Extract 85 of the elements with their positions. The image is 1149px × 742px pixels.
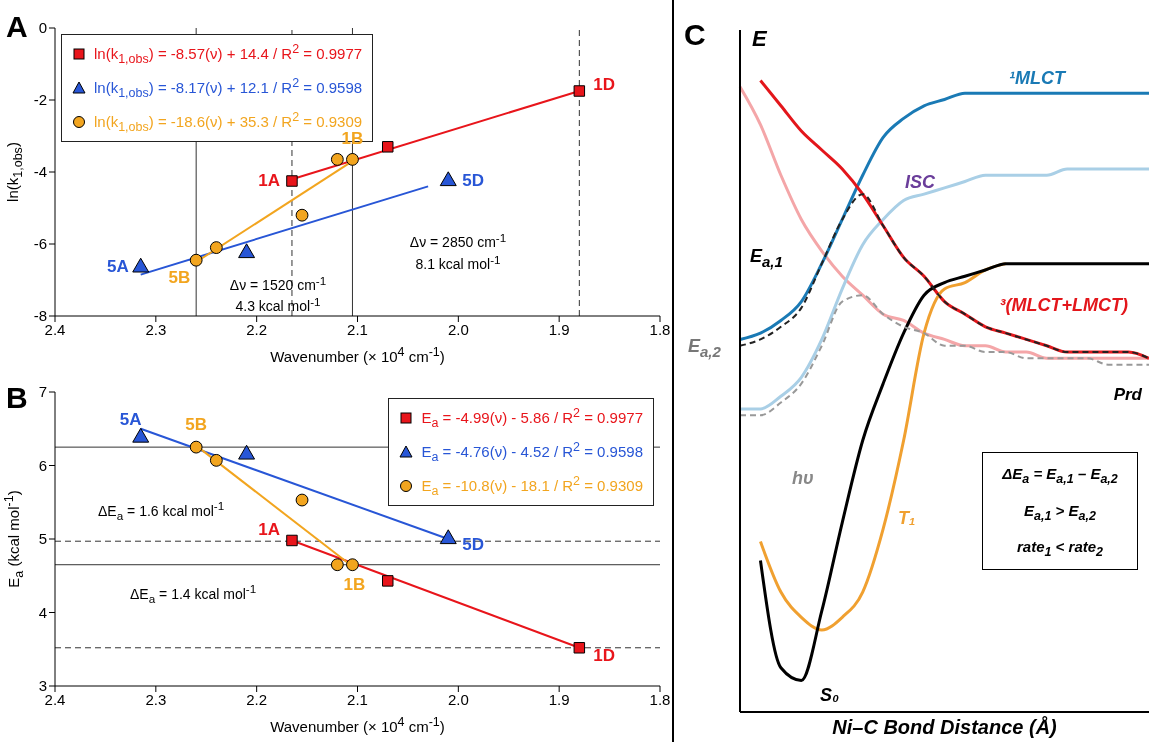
annotation: 4.3 kcal mol$^{-1}$ (235, 294, 321, 314)
annotation: 1A (258, 171, 280, 190)
y-tick-label: -8 (33, 307, 47, 325)
point (238, 243, 256, 259)
annotation: Prd (1113, 385, 1142, 404)
legend-label: ln(k$_{1,obs}$) = -8.57(ν) + 14.4 / R$^{2}$ = 0.9977 (94, 41, 363, 68)
series-label: ¹MLCT (1009, 67, 1065, 89)
x-tick-label: 2.0 (447, 320, 469, 338)
chart-title: B (6, 381, 28, 415)
x-tick-label: 2.4 (44, 320, 66, 338)
series-label: T₁ (898, 507, 916, 529)
annotation: ΔE$_{a}$ = 1.6 kcal mol$^{-1}$ (98, 498, 225, 522)
x-tick-label: 2.2 (246, 690, 268, 708)
x-tick-label: 2.1 (347, 320, 368, 338)
x-axis-title: Ni–C Bond Distance (Å) (832, 716, 1057, 738)
point (286, 534, 298, 547)
annotation: E$_{a,1}$ (750, 246, 783, 270)
annotation: 8.1 kcal mol$^{-1}$ (415, 252, 501, 272)
annotation: 1A (258, 520, 280, 540)
x-tick-label: 2.1 (347, 690, 368, 708)
annotation: 5D (462, 535, 484, 554)
x-tick-label: 2.4 (44, 690, 66, 708)
legend-label: E$_{a}$ = -4.76(ν) - 4.52 / R$^{2}$ = 0.9598 (421, 439, 643, 466)
x-tick-label: 2.0 (447, 690, 469, 708)
annotation: 5D (462, 171, 484, 190)
point (330, 152, 344, 166)
y-tick-label: 5 (38, 530, 47, 548)
x-axis-title: Wavenumber (× 10$^{4}$ cm$^{-1}$) (270, 345, 445, 365)
y-tick-label: 3 (38, 677, 47, 695)
point (286, 175, 298, 187)
y-tick-label: 6 (38, 456, 47, 474)
x-tick-label: 1.9 (548, 690, 570, 708)
point (295, 208, 309, 222)
point (573, 642, 586, 654)
x-tick-label: 2.2 (246, 320, 268, 338)
point (209, 453, 223, 467)
y-tick-label: 4 (38, 603, 47, 621)
annotation: 5A (106, 257, 129, 277)
point (439, 529, 457, 545)
annotation: 5A (119, 409, 142, 429)
point (295, 493, 309, 507)
annotation: ΔE$_{a}$ = E$_{a,1}$ – E$_{a,2}$ (1002, 464, 1118, 486)
annotation: 5B (185, 415, 208, 435)
annotation: rate$_{1}$ < rate$_{2}$ (1016, 537, 1104, 559)
point (346, 152, 359, 166)
x-axis-title: Wavenumber (× 10$^{4}$ cm$^{-1}$) (270, 715, 445, 735)
y-tick-label: -6 (33, 235, 47, 253)
legend-label: ln(k$_{1,obs}$) = -8.17(ν) + 12.1 / R$^{2}$ = 0.9598 (94, 75, 363, 102)
series-label: ³(MLCT+LMCT) (999, 294, 1128, 316)
y-tick-label: -4 (33, 163, 47, 181)
annotation: Δν = 1520 cm$^{-1}$ (229, 273, 327, 293)
point (382, 575, 394, 587)
annotation: E$_{a,1}$ > E$_{a,2}$ (1024, 501, 1096, 523)
annotation: 1B (343, 574, 366, 594)
point (330, 558, 344, 572)
x-tick-label: 2.3 (145, 690, 167, 708)
annotation: ISC (905, 171, 936, 192)
annotation: ΔE$_{a}$ = 1.4 kcal mol$^{-1}$ (130, 581, 257, 605)
x-tick-label: 2.3 (145, 320, 167, 338)
point (346, 558, 359, 572)
point (132, 257, 150, 273)
chart-title: C (684, 18, 706, 52)
annotation: 1D (593, 75, 616, 94)
y-axis-title: E (752, 26, 767, 51)
annotation: hυ (792, 467, 814, 488)
point (189, 253, 203, 267)
point (382, 141, 394, 153)
y-tick-label: 0 (38, 19, 47, 37)
legend-label: E$_{a}$ = -4.99(ν) - 5.86 / R$^{2}$ = 0.9977 (421, 405, 643, 432)
y-tick-label: -2 (33, 91, 47, 109)
point (439, 171, 457, 187)
x-tick-label: 1.9 (548, 320, 570, 338)
point (573, 85, 586, 97)
annotation: 1D (593, 645, 616, 665)
y-tick-label: 7 (38, 383, 47, 401)
series-label: S₀ (820, 684, 840, 706)
x-tick-label: 1.8 (649, 690, 671, 708)
chart-title: A (6, 10, 28, 44)
point (189, 440, 203, 454)
text: E$_{a,2}$ (688, 336, 721, 360)
annotation: 5B (168, 268, 191, 288)
point (209, 241, 223, 255)
x-tick-label: 1.8 (649, 320, 671, 338)
annotation: Δν = 2850 cm$^{-1}$ (409, 230, 507, 250)
legend-label: E$_{a}$ = -10.8(ν) - 18.1 / R$^{2}$ = 0.9309 (421, 473, 643, 500)
